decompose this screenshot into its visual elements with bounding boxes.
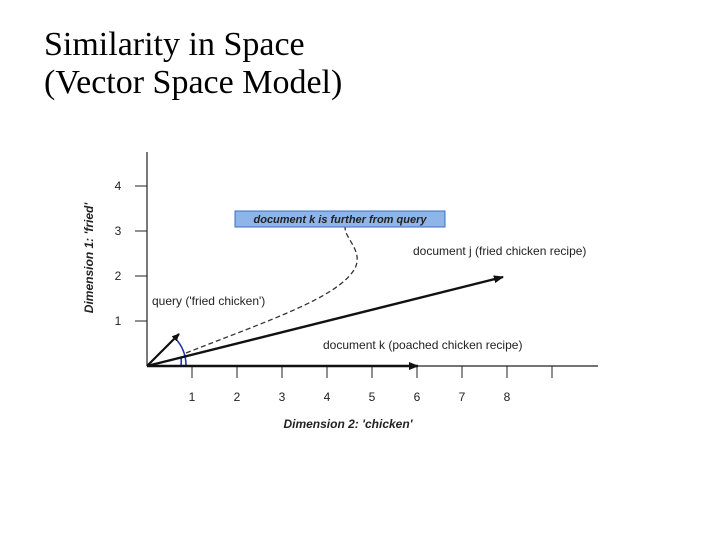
x-tick-label: 4 bbox=[324, 390, 331, 404]
x-tick-label: 5 bbox=[369, 390, 376, 404]
vector-query bbox=[146, 333, 180, 367]
document-j-label: document j (fried chicken recipe) bbox=[413, 244, 586, 258]
y-tick-label: 3 bbox=[115, 224, 122, 238]
x-tick-label: 2 bbox=[234, 390, 241, 404]
x-tick-label: 1 bbox=[189, 390, 196, 404]
x-tick-label: 8 bbox=[504, 390, 511, 404]
title-line-1: Similarity in Space bbox=[44, 26, 305, 63]
vector-document-j bbox=[146, 275, 504, 368]
y-axis-title: Dimension 1: 'fried' bbox=[82, 202, 96, 314]
query-label: query ('fried chicken') bbox=[152, 294, 265, 308]
y-tick-label: 2 bbox=[115, 269, 122, 283]
y-axis-ticks: 1 2 3 4 bbox=[115, 179, 147, 328]
title-line-2: (Vector Space Model) bbox=[44, 64, 343, 101]
y-tick-label: 4 bbox=[115, 179, 122, 193]
x-tick-label: 7 bbox=[459, 390, 466, 404]
slide-title: Similarity in Space (Vector Space Model) bbox=[44, 26, 684, 102]
x-axis-ticks: 1 2 3 4 5 6 7 8 bbox=[189, 366, 553, 404]
x-tick-label: 6 bbox=[414, 390, 421, 404]
note-text: document k is further from query bbox=[254, 214, 428, 226]
y-tick-label: 1 bbox=[115, 314, 122, 328]
x-axis-title: Dimension 2: 'chicken' bbox=[283, 417, 413, 431]
distance-dashed-path bbox=[185, 223, 358, 354]
x-tick-label: 3 bbox=[279, 390, 286, 404]
document-k-label: document k (poached chicken recipe) bbox=[323, 338, 522, 352]
note-box bbox=[234, 210, 446, 228]
